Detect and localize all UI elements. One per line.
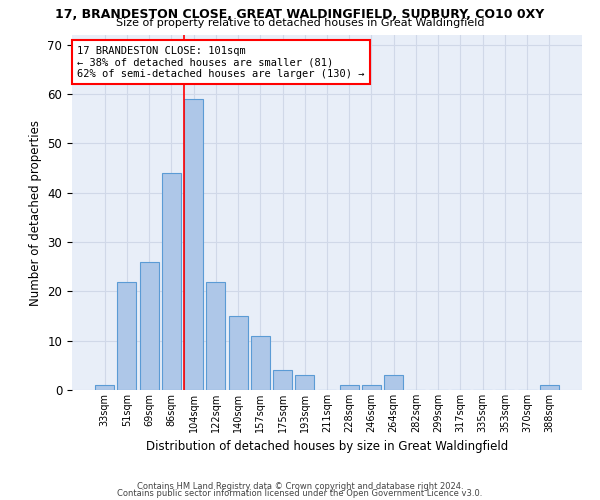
- Bar: [95, 385, 114, 390]
- Bar: [251, 336, 270, 390]
- Bar: [184, 99, 203, 390]
- Text: 17, BRANDESTON CLOSE, GREAT WALDINGFIELD, SUDBURY, CO10 0XY: 17, BRANDESTON CLOSE, GREAT WALDINGFIELD…: [55, 8, 545, 20]
- Text: 17 BRANDESTON CLOSE: 101sqm
← 38% of detached houses are smaller (81)
62% of sem: 17 BRANDESTON CLOSE: 101sqm ← 38% of det…: [77, 46, 365, 79]
- Bar: [162, 173, 181, 390]
- Y-axis label: Number of detached properties: Number of detached properties: [29, 120, 42, 306]
- Bar: [118, 282, 136, 390]
- Bar: [362, 385, 381, 390]
- Text: Contains public sector information licensed under the Open Government Licence v3: Contains public sector information licen…: [118, 490, 482, 498]
- Text: Contains HM Land Registry data © Crown copyright and database right 2024.: Contains HM Land Registry data © Crown c…: [137, 482, 463, 491]
- Bar: [273, 370, 292, 390]
- Bar: [540, 385, 559, 390]
- Text: Size of property relative to detached houses in Great Waldingfield: Size of property relative to detached ho…: [116, 18, 484, 28]
- Bar: [384, 375, 403, 390]
- Bar: [340, 385, 359, 390]
- Bar: [140, 262, 158, 390]
- X-axis label: Distribution of detached houses by size in Great Waldingfield: Distribution of detached houses by size …: [146, 440, 508, 454]
- Bar: [229, 316, 248, 390]
- Bar: [295, 375, 314, 390]
- Bar: [206, 282, 225, 390]
